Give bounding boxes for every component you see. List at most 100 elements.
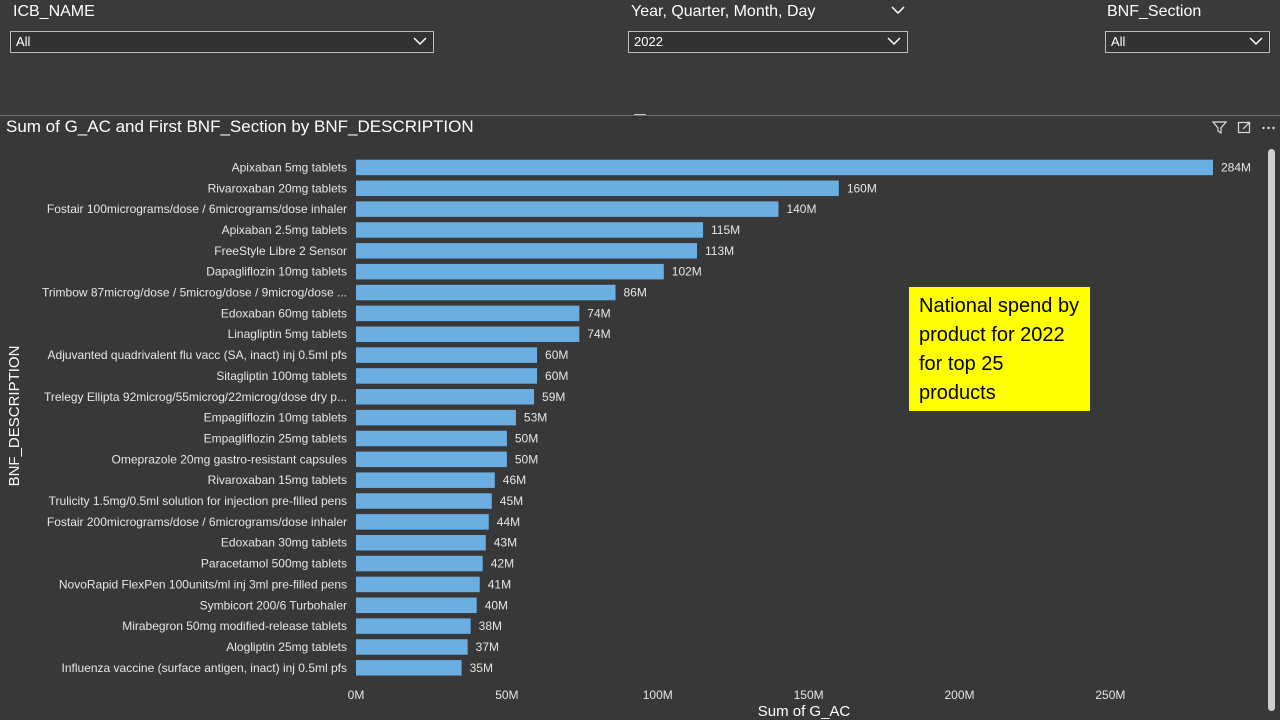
bar[interactable]: [356, 534, 486, 551]
data-label: 45M: [500, 494, 523, 508]
bar[interactable]: [356, 618, 471, 634]
chevron-down-icon[interactable]: [891, 6, 905, 15]
date-filter-dropdown[interactable]: 2022: [628, 31, 908, 53]
bar[interactable]: [356, 284, 616, 301]
data-label: 38M: [479, 619, 502, 633]
bar[interactable]: [356, 326, 580, 342]
bar[interactable]: [356, 430, 507, 447]
data-label: 35M: [470, 661, 493, 675]
bar[interactable]: [356, 472, 495, 488]
y-axis-title: BNF_DESCRIPTION: [6, 346, 23, 487]
data-label: 60M: [545, 348, 568, 362]
category-label: Empagliflozin 25mg tablets: [204, 431, 347, 445]
date-filter-value: 2022: [634, 34, 663, 49]
bar[interactable]: [356, 263, 664, 280]
category-label: Rivaroxaban 15mg tablets: [208, 473, 347, 487]
category-label: NovoRapid FlexPen 100units/ml inj 3ml pr…: [59, 577, 347, 591]
data-label: 41M: [488, 577, 511, 591]
vertical-scrollbar[interactable]: [1268, 149, 1275, 711]
category-label: Trimbow 87microg/dose / 5microg/dose / 9…: [42, 286, 347, 300]
data-label: 74M: [587, 327, 610, 341]
bar[interactable]: [356, 368, 538, 384]
x-tick-label: 150M: [794, 688, 824, 702]
x-tick-label: 50M: [495, 688, 518, 702]
data-label: 115M: [711, 223, 740, 237]
bar[interactable]: [356, 347, 538, 363]
more-options-icon[interactable]: [1261, 120, 1276, 135]
bar[interactable]: [356, 555, 483, 572]
bar[interactable]: [356, 305, 580, 322]
bar[interactable]: [356, 514, 489, 530]
x-tick-label: 0M: [348, 688, 365, 702]
date-filter-title: Year, Quarter, Month, Day: [631, 3, 816, 20]
category-label: Adjuvanted quadrivalent flu vacc (SA, in…: [48, 348, 347, 362]
category-label: Linagliptin 5mg tablets: [228, 327, 347, 341]
filter-icon[interactable]: [1212, 120, 1227, 135]
category-label: Influenza vaccine (surface antigen, inac…: [62, 661, 347, 675]
data-label: 40M: [485, 598, 508, 612]
x-tick-label: 250M: [1095, 688, 1125, 702]
category-label: Edoxaban 60mg tablets: [221, 306, 347, 320]
bar[interactable]: [356, 180, 839, 197]
bar[interactable]: [356, 639, 468, 655]
bnf-filter-title: BNF_Section: [1107, 3, 1202, 20]
bnf-filter-dropdown[interactable]: All: [1105, 31, 1270, 53]
x-tick-label: 100M: [643, 688, 673, 702]
icb-filter-dropdown[interactable]: All: [10, 31, 434, 53]
category-label: Apixaban 5mg tablets: [232, 160, 347, 174]
bar[interactable]: [356, 222, 704, 238]
category-label: Symbicort 200/6 Turbohaler: [200, 598, 347, 612]
bar[interactable]: [356, 389, 535, 405]
category-label: Edoxaban 30mg tablets: [221, 536, 347, 550]
focus-mode-icon[interactable]: [1237, 120, 1252, 135]
category-label: Apixaban 2.5mg tablets: [222, 223, 347, 237]
category-label: Paracetamol 500mg tablets: [201, 557, 347, 571]
data-label: 43M: [494, 536, 517, 550]
bar[interactable]: [356, 660, 462, 676]
data-label: 50M: [515, 431, 538, 445]
data-label: 160M: [847, 181, 877, 195]
data-label: 102M: [672, 265, 702, 279]
category-label: Fostair 200micrograms/dose / 6micrograms…: [47, 515, 347, 529]
bar[interactable]: [356, 409, 516, 426]
category-label: Trulicity 1.5mg/0.5ml solution for injec…: [49, 494, 347, 508]
x-tick-label: 200M: [945, 688, 975, 702]
category-label: Omeprazole 20mg gastro-resistant capsule…: [112, 452, 347, 466]
category-label: Trelegy Ellipta 92microg/55microg/22micr…: [44, 390, 347, 404]
icb-filter-title: ICB_NAME: [13, 3, 95, 20]
chevron-down-icon: [413, 37, 427, 46]
annotation-callout: National spend by product for 2022 for t…: [909, 287, 1090, 411]
category-label: Sitagliptin 100mg tablets: [216, 369, 347, 383]
bar[interactable]: [356, 597, 477, 614]
category-label: Mirabegron 50mg modified-release tablets: [122, 619, 347, 633]
icb-filter-value: All: [16, 34, 31, 49]
data-label: 74M: [587, 306, 610, 320]
data-label: 37M: [476, 640, 499, 654]
category-label: Alogliptin 25mg tablets: [226, 640, 347, 654]
chart-title: Sum of G_AC and First BNF_Section by BNF…: [6, 117, 474, 136]
data-label: 59M: [542, 390, 565, 404]
data-label: 113M: [705, 244, 734, 258]
x-axis-title: Sum of G_AC: [758, 703, 851, 720]
bar[interactable]: [356, 243, 697, 259]
bar[interactable]: [356, 159, 1213, 176]
chevron-down-icon: [1249, 37, 1263, 46]
category-label: Dapagliflozin 10mg tablets: [206, 265, 347, 279]
bar[interactable]: [356, 576, 480, 593]
category-label: FreeStyle Libre 2 Sensor: [214, 244, 347, 258]
data-label: 50M: [515, 452, 538, 466]
category-label: Rivaroxaban 20mg tablets: [208, 181, 347, 195]
bar[interactable]: [356, 451, 507, 468]
bar[interactable]: [356, 201, 779, 217]
data-label: 44M: [497, 515, 520, 529]
data-label: 53M: [524, 411, 547, 425]
bar[interactable]: [356, 493, 492, 509]
data-label: 60M: [545, 369, 568, 383]
category-label: Empagliflozin 10mg tablets: [204, 411, 347, 425]
data-label: 140M: [786, 202, 816, 216]
data-label: 86M: [624, 286, 647, 300]
data-label: 284M: [1221, 160, 1251, 174]
bnf-filter-value: All: [1111, 34, 1126, 49]
data-label: 46M: [503, 473, 526, 487]
